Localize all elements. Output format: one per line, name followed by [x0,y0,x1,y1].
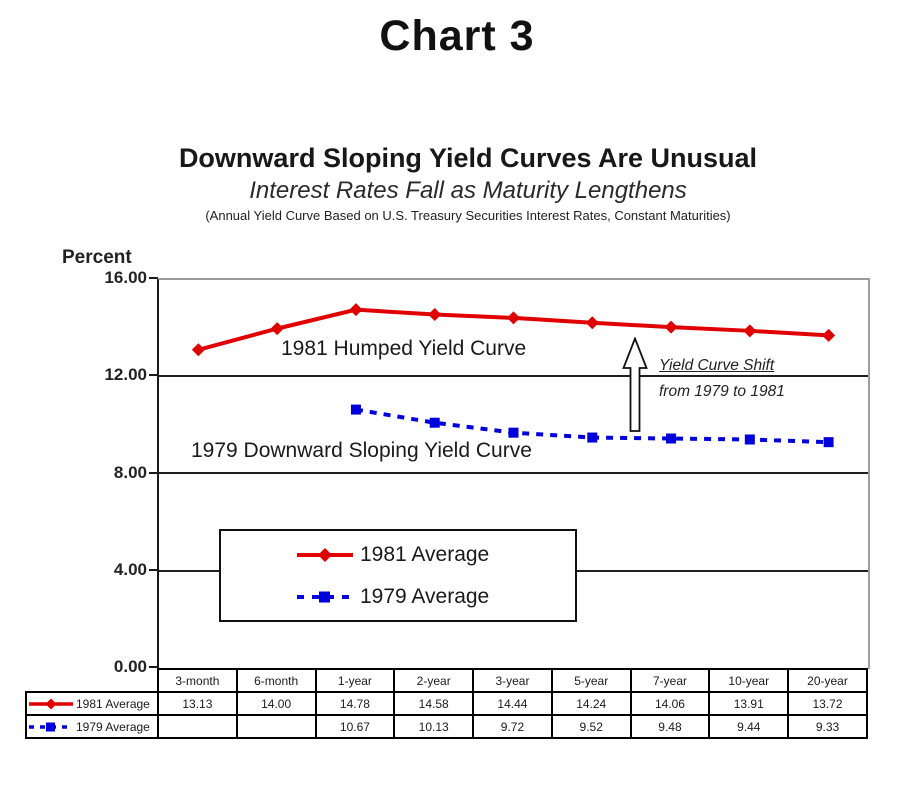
y-tick-label: 4.00 [113,559,147,579]
y-tick-label: 8.00 [113,462,147,482]
table-value-cell: 9.33 [787,714,868,739]
table-row-label-1981: 1981 Average [25,691,159,716]
table-value-cell: 14.00 [235,691,317,716]
y-tick-label: 16.00 [104,268,147,287]
table-value-cell: 10.13 [393,714,475,739]
data-point-marker [666,433,677,444]
table-value-cell: 14.06 [629,691,711,716]
y-tick-mark [149,666,158,668]
y-tick-mark [149,568,158,571]
table-value-cell: 14.44 [472,691,553,716]
table-value-cell: 9.72 [472,714,553,739]
legend-1979-swatch-icon [297,591,353,603]
table-col-header: 7-year [629,668,711,693]
table-col-header: 1-year [314,668,396,693]
legend-1981-swatch-icon [297,548,353,562]
data-point-marker [585,316,599,330]
table-value-cell: 14.58 [393,691,475,716]
annotation-1979-curve: 1979 Downward Sloping Yield Curve [191,439,532,462]
legend-1979-label: 1979 Average [360,585,490,608]
y-tick-mark [149,277,158,279]
data-point-marker [350,404,361,415]
chart-title: Downward Sloping Yield Curves Are Unusua… [178,143,758,173]
legend-box: 1981 Average 1979 Average [219,529,577,622]
table-value-cell: 10.67 [314,714,396,739]
row-1979-swatch-icon [29,722,73,731]
gridline-12 [159,375,868,377]
table-row-1981: 1981 Average 13.13 14.00 14.78 14.58 14.44 14… [25,691,868,716]
data-point-marker [743,324,757,338]
legend-entry-1981: 1981 Average [297,540,489,570]
legend-1981-label: 1981 Average [360,543,490,566]
table-row-label-1979: 1979 Average [25,714,159,739]
data-point-marker [587,432,598,443]
data-point-marker [664,320,678,334]
yield-shift-arrow-icon [622,337,648,432]
data-point-marker [191,343,205,357]
data-point-marker [507,311,520,325]
legend-entry-1979: 1979 Average [297,582,489,612]
chart-subtitle: Interest Rates Fall as Maturity Lengthen… [249,177,687,204]
table-col-header: 3-month [157,668,238,693]
row-1981-swatch-icon [29,698,73,709]
table-value-cell: 9.48 [629,714,711,739]
table-value-cell: 13.13 [157,691,238,716]
annotation-1981-curve: 1981 Humped Yield Curve [281,337,527,360]
line-series-canvas [191,303,836,448]
table-value-cell [157,714,238,739]
table-col-header: 5-year [550,668,632,693]
y-tick-mark [149,471,158,474]
table-value-cell: 9.52 [550,714,632,739]
table-value-cell: 13.91 [708,691,790,716]
annotation-shift-line2: from 1979 to 1981 [659,383,785,400]
table-corner-blank [26,669,158,692]
table-value-cell: 14.24 [550,691,632,716]
annotation-shift-line1: Yield Curve Shift [659,357,775,374]
data-point-marker [429,417,440,428]
y-tick-label: 12.00 [104,365,147,385]
data-point-marker [822,328,836,342]
y-tick-mark [149,374,158,377]
y-axis-title: Percent [62,247,132,268]
data-point-marker [823,437,834,448]
table-col-header: 6-month [235,668,317,693]
y-tick-label: 0.00 [113,657,147,676]
table-value-cell: 14.78 [314,691,396,716]
plot-area: 1981 Humped Yield Curve 1979 Downward Sl… [157,278,870,669]
table-col-header: 10-year [708,668,790,693]
gridline-8 [159,472,868,474]
chart-number: Chart 3 [379,12,535,60]
table-value-cell: 13.72 [787,691,868,716]
table-col-header: 2-year [393,668,475,693]
table-value-cell [235,714,317,739]
table-col-header: 20-year [787,668,868,693]
data-point-marker [270,322,284,336]
table-value-cell: 9.44 [708,714,790,739]
table-header-row: 3-month 6-month 1-year 2-year 3-year 5-year 7-… [26,668,868,693]
data-point-marker [744,434,755,445]
table-col-header: 3-year [472,668,553,693]
chart-note: (Annual Yield Curve Based on U.S. Treasu… [205,208,731,223]
table-row-1979: 1979 Average 10.67 10.13 9.72 9.52 9.48 9.44 9… [25,714,868,739]
data-table: 3-month 6-month 1-year 2-year 3-year 5-year 7-… [25,668,868,739]
data-point-marker [349,303,363,317]
data-point-marker [428,308,442,322]
data-point-marker [508,427,519,438]
